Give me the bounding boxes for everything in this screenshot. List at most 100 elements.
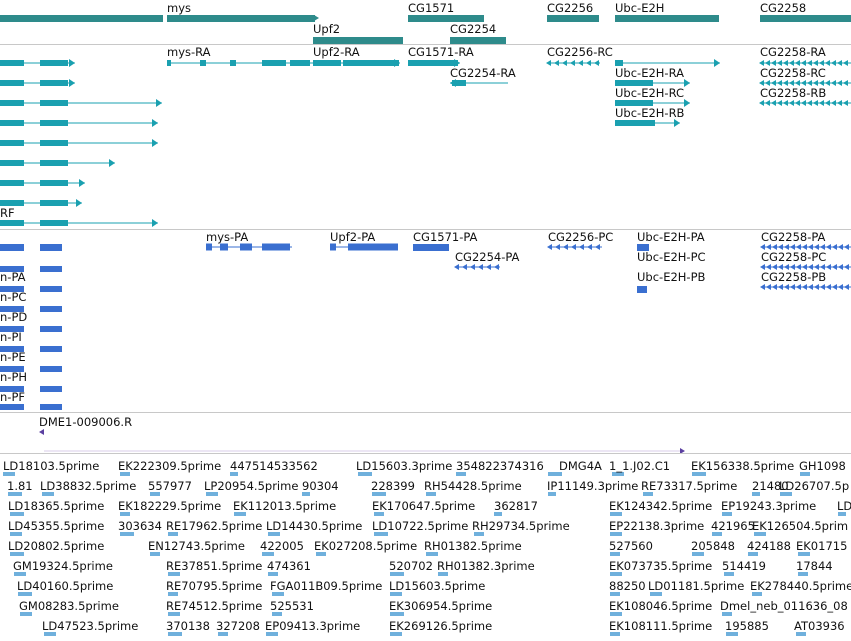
- est-glyph[interactable]: [316, 552, 326, 556]
- est-label[interactable]: 354822374316: [456, 459, 544, 473]
- est-glyph[interactable]: [796, 632, 806, 636]
- feature-glyph[interactable]: [637, 286, 647, 293]
- feature-glyph[interactable]: [0, 404, 24, 410]
- est-glyph[interactable]: [748, 552, 758, 556]
- est-glyph[interactable]: [150, 552, 160, 556]
- exon-block[interactable]: [348, 243, 398, 251]
- gene-bar[interactable]: [167, 15, 315, 22]
- protein-label[interactable]: CG2258-PA: [761, 230, 826, 244]
- est-label[interactable]: IP11149.3prime: [547, 479, 639, 493]
- exon-block[interactable]: [40, 180, 68, 186]
- exon-block[interactable]: [40, 120, 68, 126]
- gene-bar[interactable]: [0, 15, 163, 22]
- gene-label[interactable]: Ubc-E2H: [615, 1, 665, 15]
- feature-glyph[interactable]: [0, 286, 24, 292]
- est-glyph[interactable]: [358, 472, 372, 476]
- est-label[interactable]: 557977: [148, 479, 192, 493]
- est-glyph[interactable]: [3, 472, 15, 476]
- transcript-label[interactable]: Ubc-E2H-RA: [615, 66, 684, 80]
- est-glyph[interactable]: [650, 592, 662, 596]
- est-glyph[interactable]: [724, 572, 734, 576]
- est-label[interactable]: 1.81: [7, 479, 33, 493]
- exon-block[interactable]: [40, 80, 68, 86]
- est-label[interactable]: 514419: [722, 559, 766, 573]
- est-glyph[interactable]: [456, 472, 466, 476]
- est-glyph[interactable]: [272, 592, 284, 596]
- protein-label[interactable]: n-PD: [0, 310, 28, 324]
- est-label[interactable]: RE70795.5prime: [166, 579, 263, 593]
- exon-block[interactable]: [0, 120, 24, 126]
- feature-glyph[interactable]: [0, 306, 24, 312]
- est-glyph[interactable]: [14, 572, 26, 576]
- est-glyph[interactable]: [692, 552, 704, 556]
- gene-label[interactable]: CG1571: [408, 1, 455, 15]
- exon-block[interactable]: [262, 60, 286, 66]
- est-label[interactable]: 474361: [267, 559, 311, 573]
- exon-block[interactable]: [313, 60, 341, 66]
- exon-block[interactable]: [230, 60, 236, 66]
- est-label[interactable]: 303634: [118, 519, 162, 533]
- gene-bar[interactable]: [408, 15, 484, 22]
- est-glyph[interactable]: [838, 512, 846, 516]
- est-label[interactable]: GM19324.5prime: [13, 559, 113, 573]
- est-glyph[interactable]: [230, 472, 238, 476]
- gene-bar[interactable]: [615, 15, 719, 22]
- exon-block[interactable]: [206, 243, 212, 251]
- exon-block[interactable]: [452, 80, 466, 86]
- protein-label[interactable]: mys-PA: [206, 230, 249, 244]
- feature-glyph[interactable]: [40, 266, 62, 272]
- est-label[interactable]: LD38832.5prime: [40, 479, 137, 493]
- feature-glyph[interactable]: [40, 326, 62, 332]
- est-glyph[interactable]: [712, 532, 722, 536]
- est-glyph[interactable]: [754, 532, 766, 536]
- est-glyph[interactable]: [374, 532, 388, 536]
- est-label[interactable]: LD45355.5prime: [8, 519, 105, 533]
- est-glyph[interactable]: [42, 492, 54, 496]
- est-label[interactable]: EK108046.5prime: [609, 599, 713, 613]
- est-label[interactable]: RE37851.5prime: [166, 559, 263, 573]
- est-glyph[interactable]: [426, 552, 438, 556]
- est-label[interactable]: 17844: [796, 559, 833, 573]
- est-glyph[interactable]: [548, 472, 556, 476]
- est-glyph[interactable]: [722, 612, 732, 616]
- est-label[interactable]: GM08283.5prime: [19, 599, 119, 613]
- est-glyph[interactable]: [8, 492, 22, 496]
- est-glyph[interactable]: [610, 592, 620, 596]
- est-label[interactable]: LD10722.5prime: [372, 519, 469, 533]
- exon-block[interactable]: [40, 140, 68, 146]
- est-label[interactable]: EP09413.3prime: [265, 619, 361, 633]
- est-label[interactable]: 422005: [260, 539, 304, 553]
- est-label[interactable]: 228399: [371, 479, 415, 493]
- transcript-label[interactable]: CG2256-RC: [547, 45, 613, 59]
- protein-label[interactable]: CG1571-PA: [413, 230, 478, 244]
- feature-glyph[interactable]: [40, 244, 62, 251]
- exon-block[interactable]: [615, 120, 655, 126]
- exon-block[interactable]: [615, 60, 623, 66]
- est-glyph[interactable]: [268, 572, 278, 576]
- est-glyph[interactable]: [168, 592, 178, 596]
- protein-label[interactable]: Ubc-E2H-PB: [637, 270, 706, 284]
- est-label[interactable]: EK073735.5prime: [609, 559, 713, 573]
- est-label[interactable]: 205848: [691, 539, 735, 553]
- est-glyph[interactable]: [302, 492, 310, 496]
- transcript-label[interactable]: CG2258-RB: [760, 86, 827, 100]
- est-glyph[interactable]: [168, 612, 180, 616]
- est-label[interactable]: LD47523.5prime: [42, 619, 139, 633]
- est-glyph[interactable]: [10, 552, 24, 556]
- gene-bar[interactable]: [547, 15, 599, 22]
- est-glyph[interactable]: [390, 612, 404, 616]
- est-glyph[interactable]: [390, 632, 402, 636]
- feature-glyph[interactable]: [40, 306, 62, 312]
- est-label[interactable]: RE73317.5prime: [641, 479, 738, 493]
- exon-block[interactable]: [0, 60, 24, 66]
- exon-block[interactable]: [40, 220, 68, 226]
- protein-label[interactable]: Ubc-E2H-PC: [637, 250, 706, 264]
- feature-glyph[interactable]: [637, 244, 649, 251]
- feature-glyph[interactable]: [0, 244, 24, 251]
- est-label[interactable]: LD15603.5prime: [389, 579, 486, 593]
- feature-glyph[interactable]: [40, 286, 62, 292]
- est-glyph[interactable]: [612, 472, 624, 476]
- est-glyph[interactable]: [372, 492, 386, 496]
- transcript-label[interactable]: CG1571-RA: [408, 45, 474, 59]
- est-label[interactable]: 195885: [725, 619, 769, 633]
